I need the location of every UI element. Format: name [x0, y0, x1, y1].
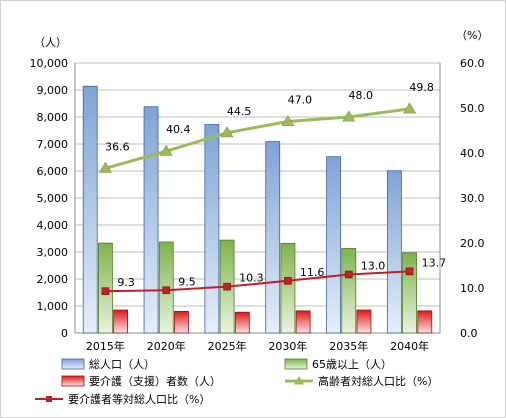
y-left-tick-label: 7,000	[37, 138, 69, 151]
legend-label: 高齢者対総人口比（%）	[318, 374, 438, 388]
y-left-tick-label: 8,000	[37, 111, 69, 124]
bar-care-needed	[113, 309, 129, 334]
bar-age-65-plus	[280, 242, 296, 334]
legend-label: 総人口（人）	[89, 357, 155, 371]
legend-swatch	[284, 358, 308, 370]
legend-label: 65歳以上（人）	[312, 358, 392, 371]
data-label-elderly-ratio: 48.0	[349, 89, 374, 102]
x-tick-label: 2040年	[390, 339, 429, 353]
y-right-unit-label: （%）	[456, 29, 488, 42]
y-right-tick-label: 0.0	[460, 327, 478, 340]
line-elderly-ratio	[105, 107, 410, 170]
bar-total-population	[386, 170, 402, 334]
y-left-tick-label: 10,000	[30, 57, 69, 70]
point-elderly-ratio	[98, 161, 112, 173]
y-right-tick-label: 30.0	[460, 192, 485, 205]
bar-care-needed	[174, 310, 189, 334]
y-right-tick-label: 60.0	[460, 57, 485, 70]
data-label-care-ratio: 13.0	[361, 260, 386, 273]
bar-total-population	[204, 124, 220, 334]
legend-marker	[294, 376, 304, 385]
y-left-tick-label: 2,000	[37, 273, 69, 286]
data-label-care-ratio: 13.7	[422, 256, 447, 269]
y-left-tick-label: 5,000	[37, 192, 69, 205]
bar-care-needed	[234, 311, 250, 334]
y-left-tick-label: 3,000	[37, 246, 69, 259]
bar-care-needed	[356, 309, 372, 334]
legend-label: 要介護者等対総人口比（%）	[68, 392, 210, 406]
point-care-ratio	[101, 287, 110, 295]
x-tick-label: 2035年	[329, 339, 368, 353]
legend-swatch	[61, 358, 85, 370]
y-left-tick-label: 1,000	[37, 300, 69, 313]
legend-marker	[46, 396, 52, 402]
data-label-care-ratio: 9.5	[178, 275, 196, 288]
y-left-unit-label: （人）	[34, 36, 67, 49]
bar-age-65-plus	[341, 248, 357, 334]
bar-total-population	[143, 106, 159, 334]
y-right-tick-label: 20.0	[460, 237, 485, 250]
data-label-care-ratio: 10.3	[239, 272, 263, 285]
point-care-ratio	[223, 282, 231, 291]
legend-label: 要介護（支援）者数（人）	[89, 374, 221, 388]
point-elderly-ratio	[403, 102, 417, 114]
y-right-tick-label: 50.0	[460, 102, 485, 115]
y-right-tick-label: 40.0	[460, 147, 485, 160]
point-elderly-ratio	[159, 144, 173, 156]
data-label-elderly-ratio: 49.8	[409, 81, 434, 94]
x-tick-label: 2015年	[86, 339, 125, 353]
point-care-ratio	[162, 286, 171, 295]
y-right-tick-label: 10.0	[460, 282, 485, 295]
x-tick-label: 2025年	[208, 339, 247, 353]
data-label-elderly-ratio: 44.5	[227, 105, 252, 118]
data-label-elderly-ratio: 36.6	[105, 140, 130, 153]
line-care-ratio	[105, 270, 410, 293]
x-tick-label: 2020年	[147, 339, 186, 353]
bar-care-needed	[417, 310, 433, 334]
point-care-ratio	[284, 276, 292, 285]
point-elderly-ratio	[342, 110, 356, 122]
bar-total-population	[265, 141, 281, 334]
y-left-tick-label: 9,000	[37, 84, 69, 97]
x-tick-label: 2030年	[268, 339, 307, 353]
data-label-care-ratio: 9.3	[117, 276, 134, 289]
point-elderly-ratio	[220, 126, 234, 138]
point-elderly-ratio	[281, 114, 295, 126]
bar-total-population	[326, 156, 341, 334]
y-left-tick-label: 4,000	[37, 219, 69, 232]
bar-total-population	[82, 85, 98, 334]
point-care-ratio	[405, 267, 414, 276]
data-label-elderly-ratio: 40.4	[166, 123, 191, 136]
bar-age-65-plus	[402, 252, 417, 334]
point-care-ratio	[344, 270, 353, 279]
data-label-elderly-ratio: 47.0	[288, 94, 313, 107]
y-left-tick-label: 6,000	[37, 165, 69, 178]
legend-swatch	[61, 375, 85, 387]
data-label-care-ratio: 11.6	[300, 266, 325, 279]
y-left-tick-label: 0	[61, 327, 68, 340]
bar-care-needed	[295, 310, 311, 334]
